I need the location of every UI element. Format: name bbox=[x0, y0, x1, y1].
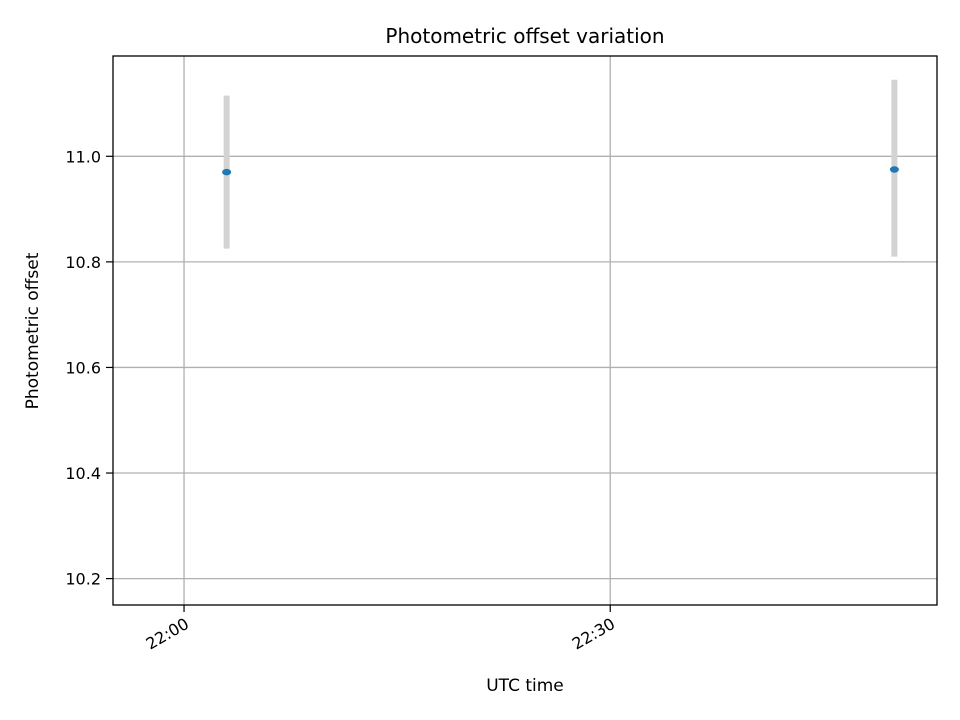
data-point bbox=[889, 166, 899, 173]
y-tick-label: 10.6 bbox=[65, 358, 101, 377]
chart-title: Photometric offset variation bbox=[385, 24, 664, 48]
y-tick-label: 10.2 bbox=[65, 570, 101, 589]
x-tick-label: 22:30 bbox=[569, 614, 618, 654]
x-axis-label: UTC time bbox=[486, 676, 564, 696]
x-tick-label: 22:00 bbox=[143, 614, 192, 654]
error-bars bbox=[223, 79, 898, 257]
data-points bbox=[222, 166, 899, 176]
data-point bbox=[222, 168, 232, 176]
y-axis-label: Photometric offset bbox=[23, 252, 43, 409]
plot-frame bbox=[112, 55, 938, 606]
y-tick-label: 10.4 bbox=[65, 464, 101, 483]
y-tick-label: 10.8 bbox=[65, 253, 101, 272]
y-tick-label: 11.0 bbox=[65, 147, 101, 166]
grid bbox=[113, 56, 937, 605]
axis-ticks: 22:0022:3023:0023:3000:0000:3010.210.410… bbox=[65, 147, 618, 654]
